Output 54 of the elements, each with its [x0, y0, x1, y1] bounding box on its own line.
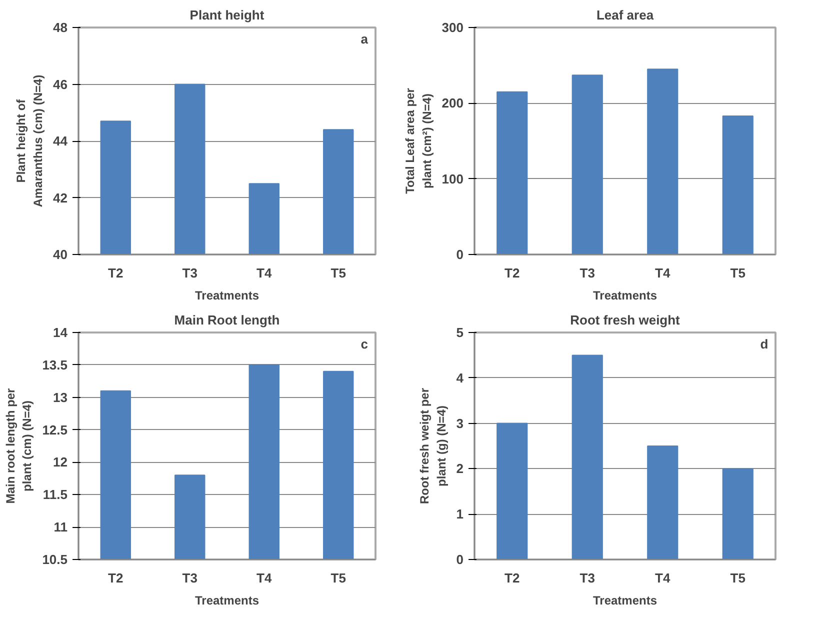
y-tick-label: 44 — [53, 134, 68, 148]
x-tick-label: T4 — [655, 266, 671, 280]
y-tick-label: 5 — [456, 325, 464, 340]
y-tick-label: 13 — [53, 390, 68, 405]
x-tick-label: T3 — [580, 266, 595, 280]
y-axis-title: Total Leaf area per plant (cm²) (N=4) — [403, 88, 434, 194]
y-tick-label: 10.5 — [42, 552, 68, 567]
annotation: c — [360, 336, 368, 352]
y-tick-label: 4 — [456, 370, 464, 386]
x-tick-label: T4 — [256, 266, 272, 280]
x-tick-label: T3 — [182, 570, 198, 586]
chart-title: Leaf area — [596, 8, 654, 22]
y-tick-label: 46 — [53, 76, 68, 92]
y-tick-label: 0 — [456, 247, 464, 262]
x-tick-label: T2 — [504, 570, 520, 586]
y-tick-label: 1 — [456, 506, 464, 522]
x-tick-label: T3 — [182, 266, 198, 280]
y-axis-title: Plant height of Amaranthus (cm) (N=4) — [14, 74, 46, 208]
x-axis-title: Treatments — [194, 594, 260, 608]
y-tick-label: 14 — [53, 325, 68, 340]
chart-title: Root fresh weight — [570, 312, 681, 328]
x-tick-label: T2 — [108, 570, 124, 586]
y-tick-label: 13.5 — [42, 357, 68, 372]
annotation: a — [360, 32, 369, 46]
y-tick-label: 40 — [53, 247, 68, 262]
chart-title: Main Root length — [174, 312, 280, 328]
chart-title: Plant height — [190, 8, 265, 22]
y-tick-label: 0 — [456, 552, 464, 567]
y-tick-label: 12 — [53, 454, 68, 470]
y-tick-label: 48 — [53, 20, 68, 35]
y-tick-label: 11 — [54, 520, 68, 535]
x-tick-label: T4 — [655, 570, 671, 586]
y-tick-label: 42 — [53, 190, 68, 206]
x-tick-label: T2 — [108, 266, 124, 280]
y-axis-title: Main root length per plant (cm) (N=4) — [3, 388, 34, 504]
x-axis-title: Treatments — [592, 288, 658, 302]
x-axis-title: Treatments — [194, 288, 260, 302]
y-tick-label: 2 — [456, 461, 464, 476]
y-tick-label: 100 — [442, 171, 464, 186]
y-tick-label: 300 — [442, 20, 464, 35]
x-tick-label: T2 — [504, 266, 520, 280]
x-tick-label: T5 — [330, 570, 346, 586]
x-tick-label: T5 — [330, 266, 346, 280]
x-tick-label: T5 — [730, 570, 746, 586]
x-tick-label: T4 — [256, 570, 272, 586]
y-tick-label: 3 — [456, 416, 464, 431]
x-tick-label: T5 — [730, 266, 746, 280]
x-axis-title: Treatments — [592, 594, 658, 608]
y-tick-label: 11.5 — [42, 487, 68, 502]
y-axis-title: Root fresh weigt per plant (g) (N=4) — [417, 388, 448, 504]
y-tick-label: 200 — [442, 96, 464, 111]
y-tick-label: 12.5 — [42, 422, 68, 438]
x-tick-label: T3 — [580, 570, 595, 586]
annotation: d — [760, 336, 768, 352]
